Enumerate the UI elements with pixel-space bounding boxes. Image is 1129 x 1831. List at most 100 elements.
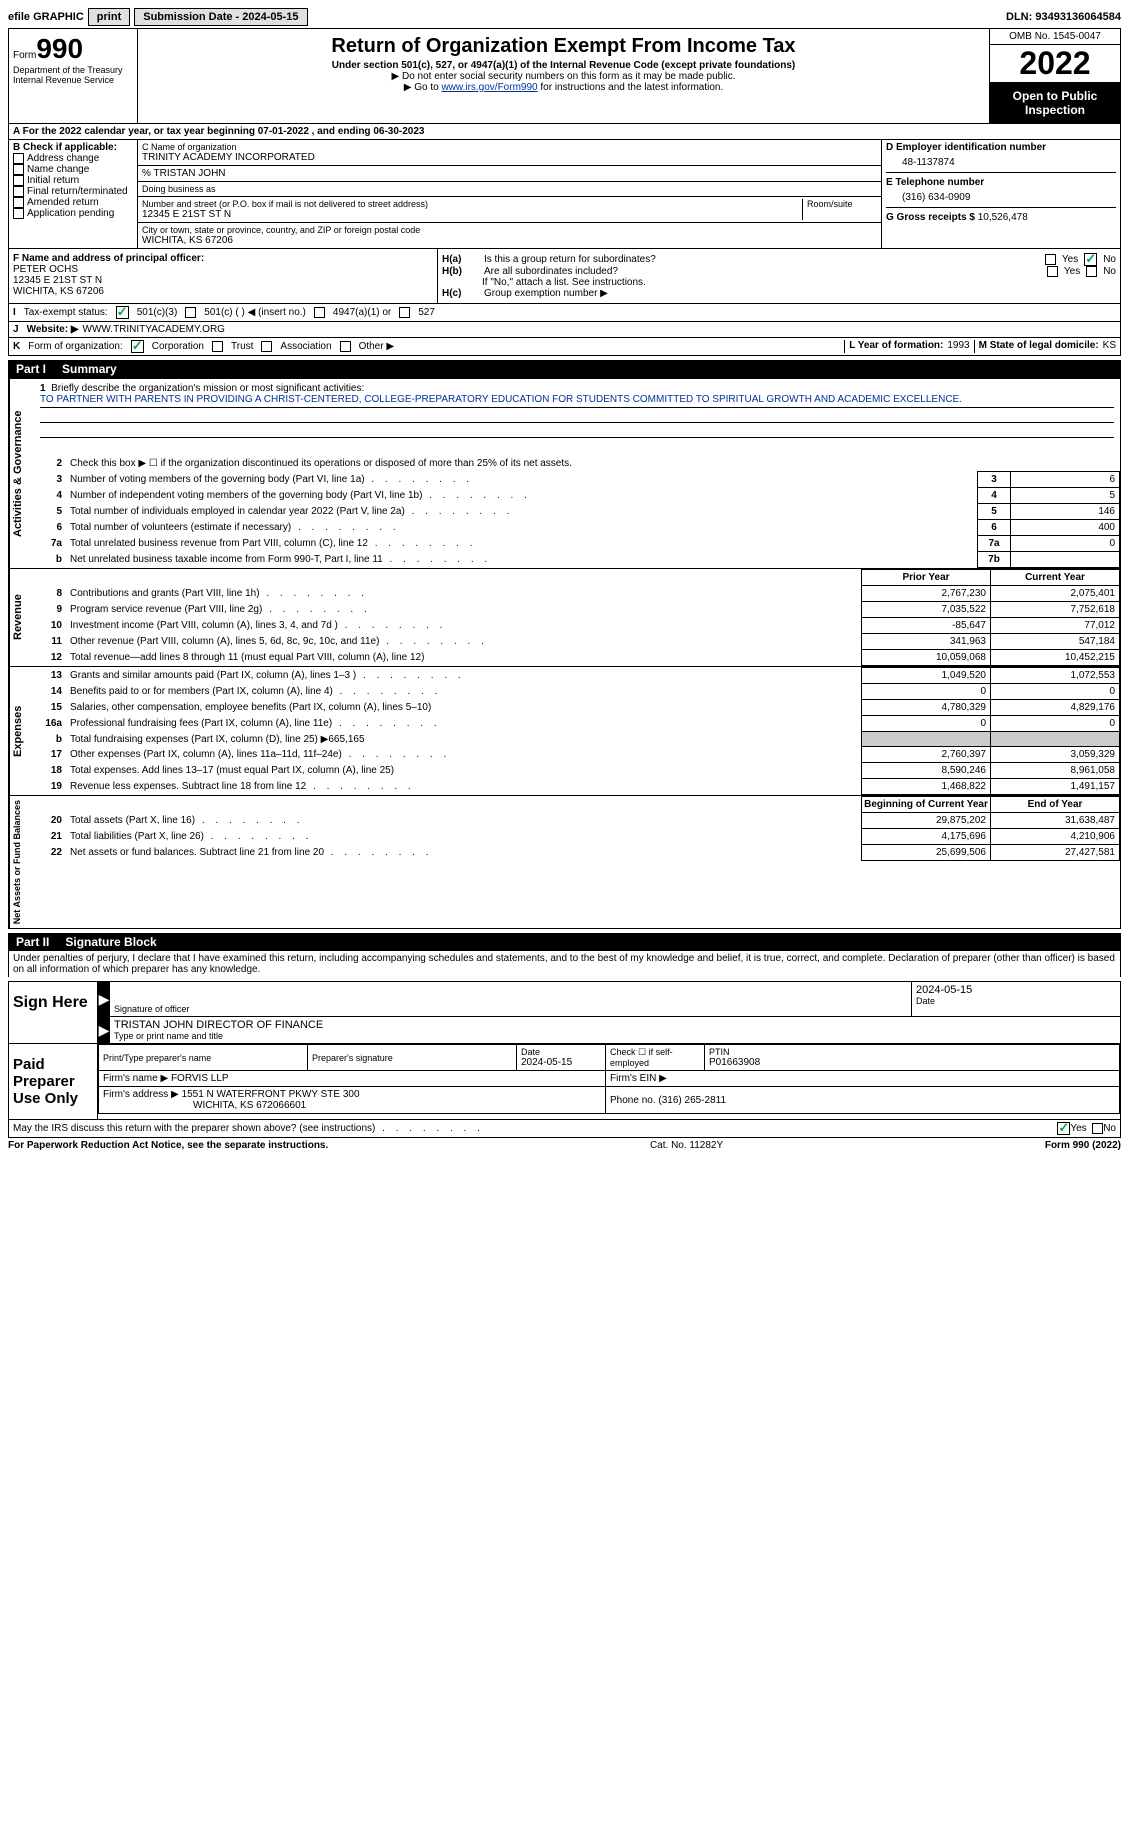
paid-preparer-section: Paid Preparer Use Only Print/Type prepar… <box>8 1044 1121 1120</box>
form-subtitle: Under section 501(c), 527, or 4947(a)(1)… <box>142 60 985 71</box>
col-end: End of Year <box>991 797 1120 813</box>
line-20: 20Total assets (Part X, line 16)29,875,2… <box>34 813 1120 829</box>
check-self: Check ☐ if self-employed <box>610 1047 700 1068</box>
expenses-body: Expenses 13Grants and similar amounts pa… <box>8 667 1121 796</box>
section-d: D Employer identification number 48-1137… <box>882 140 1120 248</box>
line-22: 22Net assets or fund balances. Subtract … <box>34 845 1120 861</box>
irs-link[interactable]: www.irs.gov/Form990 <box>441 82 537 93</box>
sig-officer-label: Signature of officer <box>114 1004 907 1014</box>
line-21: 21Total liabilities (Part X, line 26)4,1… <box>34 829 1120 845</box>
officer-addr1: 12345 E 21ST ST N <box>13 275 433 286</box>
ha-no-chk[interactable] <box>1084 253 1097 266</box>
officer-name-title: TRISTAN JOHN DIRECTOR OF FINANCE <box>114 1019 1116 1031</box>
header-center: Return of Organization Exempt From Incom… <box>138 29 990 123</box>
officer-left: F Name and address of principal officer:… <box>9 249 438 303</box>
gross-label: G Gross receipts $ <box>886 212 975 223</box>
mission-text: TO PARTNER WITH PARENTS IN PROVIDING A C… <box>40 394 1114 408</box>
chk-trust[interactable] <box>212 341 223 352</box>
line-17: 17Other expenses (Part IX, column (A), l… <box>34 747 1120 763</box>
line-13: 13Grants and similar amounts paid (Part … <box>34 668 1120 684</box>
paperwork-notice: For Paperwork Reduction Act Notice, see … <box>8 1140 328 1151</box>
discuss-yes[interactable] <box>1057 1122 1070 1135</box>
street-value: 12345 E 21ST ST N <box>142 209 802 220</box>
ha-text: Is this a group return for subordinates? <box>484 254 1039 265</box>
firm-addr: 1551 N WATERFRONT PKWY STE 300 <box>182 1089 360 1100</box>
goto-suffix: for instructions and the latest informat… <box>538 82 724 93</box>
discuss-row: May the IRS discuss this return with the… <box>8 1120 1121 1138</box>
print-button[interactable]: print <box>88 8 130 26</box>
tax-status-label: Tax-exempt status: <box>24 307 108 318</box>
tax-year: 2022 <box>990 45 1120 83</box>
officer-name: PETER OCHS <box>13 264 433 275</box>
chk-corp[interactable] <box>131 340 144 353</box>
part1-body: Activities & Governance 1 Briefly descri… <box>8 378 1121 569</box>
line-6: 6Total number of volunteers (estimate if… <box>34 520 1120 536</box>
mission-label: Briefly describe the organization's miss… <box>51 383 364 394</box>
revenue-table: Prior YearCurrent Year 8Contributions an… <box>34 569 1120 666</box>
mission-section: 1 Briefly describe the organization's mi… <box>34 379 1120 456</box>
chk-initial-return[interactable]: Initial return <box>13 175 133 186</box>
line-7b: bNet unrelated business taxable income f… <box>34 552 1120 568</box>
line-18: 18Total expenses. Add lines 13–17 (must … <box>34 763 1120 779</box>
hb-yes-chk[interactable] <box>1047 266 1058 277</box>
prep-date-label: Date <box>521 1047 601 1057</box>
col-current: Current Year <box>991 570 1120 586</box>
chk-address-change[interactable]: Address change <box>13 153 133 164</box>
dept-treasury: Department of the Treasury <box>13 65 133 75</box>
city-label: City or town, state or province, country… <box>142 225 877 235</box>
form-org-row: K Form of organization: Corporation Trus… <box>8 338 1121 356</box>
top-bar: efile GRAPHIC print Submission Date - 20… <box>8 8 1121 26</box>
chk-assoc[interactable] <box>261 341 272 352</box>
state-domicile-label: M State of legal domicile: <box>974 340 1099 353</box>
note-ssn: ▶ Do not enter social security numbers o… <box>142 71 985 82</box>
dba-label: Doing business as <box>142 184 877 194</box>
vert-netassets: Net Assets or Fund Balances <box>9 796 34 928</box>
efile-label: efile GRAPHIC <box>8 11 84 23</box>
ha-row: H(a) Is this a group return for subordin… <box>442 253 1116 266</box>
chk-name-change[interactable]: Name change <box>13 164 133 175</box>
line-16a: 16aProfessional fundraising fees (Part I… <box>34 716 1120 732</box>
ha-yes-chk[interactable] <box>1045 254 1056 265</box>
chk-501c3[interactable] <box>116 306 129 319</box>
part1-header: Part I Summary <box>8 360 1121 378</box>
activities-content: 1 Briefly describe the organization's mi… <box>34 379 1120 568</box>
hb-no-chk[interactable] <box>1086 266 1097 277</box>
chk-final-return[interactable]: Final return/terminated <box>13 186 133 197</box>
revenue-content: Prior YearCurrent Year 8Contributions an… <box>34 569 1120 666</box>
ein-value: 48-1137874 <box>886 153 1116 172</box>
chk-pending[interactable]: Application pending <box>13 208 133 219</box>
officer-addr2: WICHITA, KS 67206 <box>13 286 433 297</box>
dept-info: Department of the Treasury Internal Reve… <box>13 65 133 85</box>
chk-4947[interactable] <box>314 307 325 318</box>
chk-527[interactable] <box>399 307 410 318</box>
chk-501c[interactable] <box>185 307 196 318</box>
chk-amended[interactable]: Amended return <box>13 197 133 208</box>
prep-sig-label: Preparer's signature <box>312 1053 512 1063</box>
dln-label: DLN: 93493136064584 <box>1006 11 1121 23</box>
status-row: I Tax-exempt status: 501(c)(3) 501(c) ( … <box>8 304 1121 322</box>
col-begin: Beginning of Current Year <box>862 797 991 813</box>
line-19: 19Revenue less expenses. Subtract line 1… <box>34 779 1120 795</box>
form-header: Form990 Department of the Treasury Inter… <box>8 28 1121 124</box>
sign-here-section: Sign Here ▶ Signature of officer 2024-05… <box>8 981 1121 1044</box>
expenses-table: 13Grants and similar amounts paid (Part … <box>34 667 1120 795</box>
preparer-table: Print/Type preparer's name Preparer's si… <box>98 1044 1120 1114</box>
chk-other[interactable] <box>340 341 351 352</box>
sig-arrow-1: ▶ <box>98 982 110 1016</box>
line-10: 10Investment income (Part VIII, column (… <box>34 618 1120 634</box>
firm-addr-label: Firm's address ▶ <box>103 1089 179 1100</box>
year-formation-label: L Year of formation: <box>844 340 943 353</box>
submission-button[interactable]: Submission Date - 2024-05-15 <box>134 8 307 26</box>
part2-header: Part II Signature Block <box>8 933 1121 951</box>
firm-name: FORVIS LLP <box>171 1073 229 1084</box>
website-label: Website: ▶ <box>27 324 79 335</box>
line-5: 5Total number of individuals employed in… <box>34 504 1120 520</box>
form-footer: Form 990 (2022) <box>1045 1140 1121 1151</box>
date-label: Date <box>916 996 1116 1006</box>
b-label: B Check if applicable: <box>13 142 133 153</box>
room-label: Room/suite <box>807 199 877 209</box>
ptin-label: PTIN <box>709 1047 1115 1057</box>
line-2: 2 Check this box ▶ ☐ if the organization… <box>34 456 1120 472</box>
blank-line-3 <box>40 438 1114 452</box>
discuss-no[interactable] <box>1092 1123 1103 1134</box>
